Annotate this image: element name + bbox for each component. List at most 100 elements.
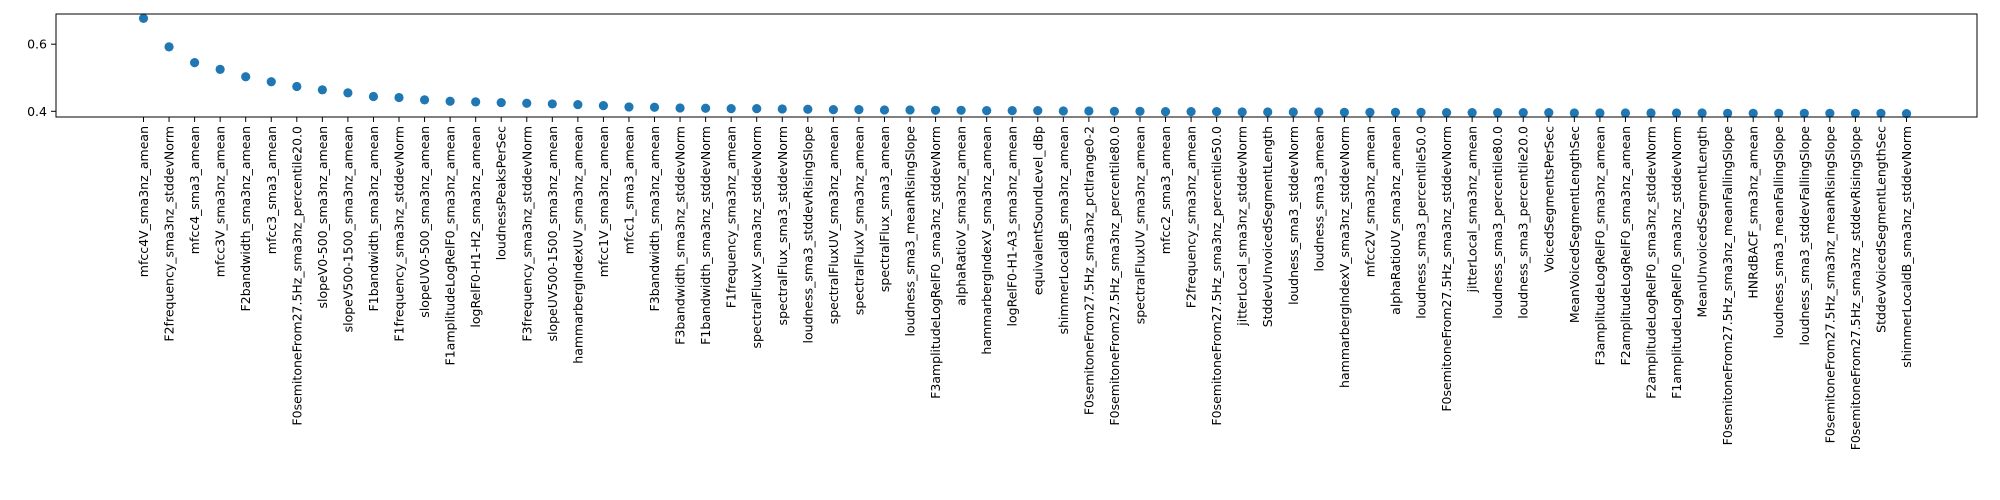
data-point <box>292 81 302 92</box>
x-tick-label: F0semitoneFrom27.5Hz_sma3nz_percentile20… <box>289 126 304 426</box>
x-tick-label: F0semitoneFrom27.5Hz_sma3nz_meanRisingSl… <box>1822 126 1837 444</box>
data-point <box>496 97 506 108</box>
data-point <box>1033 106 1043 116</box>
x-tick-label: VoicedSegmentsPerSec <box>1541 126 1556 273</box>
data-point <box>1569 108 1579 118</box>
data-point <box>1365 107 1375 117</box>
x-tick-label: shimmerLocaldB_sma3nz_stddevNorm <box>1899 126 1914 368</box>
data-point <box>1084 106 1094 116</box>
x-tick-label: F0semitoneFrom27.5Hz_sma3nz_pctlrange0-2 <box>1081 126 1096 415</box>
x-tick-label: mfcc1_sma3_amean <box>621 126 636 254</box>
data-point <box>624 102 634 112</box>
y-tick-label: 0.6 <box>27 37 47 52</box>
x-tick-label: MeanVoicedSegmentLengthSec <box>1567 126 1582 323</box>
data-point <box>1135 106 1145 116</box>
data-point <box>1646 108 1656 118</box>
data-point <box>930 105 941 115</box>
x-tick-label: mfcc2V_sma3nz_amean <box>1362 126 1377 277</box>
x-tick-label: F2frequency_sma3nz_amean <box>1184 126 1199 308</box>
x-tick-label: F1amplitudeLogRelF0_sma3nz_amean <box>443 126 458 365</box>
x-tick-label: F0semitoneFrom27.5Hz_sma3nz_stddevRising… <box>1848 126 1863 451</box>
x-tick-label: F2amplitudeLogRelF0_sma3nz_amean <box>1618 126 1633 365</box>
data-point <box>266 77 276 87</box>
data-point <box>164 42 174 52</box>
data-point <box>1620 108 1631 118</box>
data-point <box>1314 107 1324 117</box>
data-point <box>547 99 557 109</box>
x-tick-label: mfcc4V_sma3nz_amean <box>136 126 151 277</box>
data-point <box>1007 106 1017 116</box>
data-point <box>317 85 327 95</box>
x-tick-label: F1amplitudeLogRelF0_sma3nz_stddevNorm <box>1669 126 1684 399</box>
data-point <box>982 106 992 116</box>
data-point <box>138 13 149 23</box>
x-tick-label: mfcc2_sma3_amean <box>1158 126 1173 254</box>
x-tick-label: F3bandwidth_sma3nz_stddevNorm <box>673 126 688 345</box>
x-tick-label: loudness_sma3_stddevNorm <box>1286 126 1301 305</box>
x-tick-label: hammarbergIndexV_sma3nz_amean <box>979 126 994 355</box>
data-point <box>394 92 404 103</box>
x-tick-label: F0semitoneFrom27.5Hz_sma3nz_stddevNorm <box>1439 126 1454 412</box>
x-tick-label: jitterLocal_sma3nz_stddevNorm <box>1235 126 1250 327</box>
data-point <box>726 104 736 114</box>
x-tick-label: F2frequency_sma3nz_stddevNorm <box>162 126 177 342</box>
data-point <box>471 97 481 107</box>
data-point <box>879 105 890 115</box>
data-point <box>1774 108 1784 118</box>
x-tick-label: spectralFluxV_sma3nz_stddevNorm <box>749 126 764 348</box>
x-tick-label: loudnessPeaksPerSec <box>494 126 509 260</box>
x-tick-label: loudness_sma3_percentile80.0 <box>1490 126 1505 319</box>
data-point <box>649 102 660 112</box>
data-point <box>190 58 200 68</box>
data-point <box>215 64 225 74</box>
x-tick-label: loudness_sma3_stddevFallingSlope <box>1797 126 1812 346</box>
data-point <box>1416 107 1426 117</box>
data-point <box>1237 107 1247 117</box>
data-point <box>905 105 915 115</box>
data-point <box>701 103 711 113</box>
x-tick-label: F3amplitudeLogRelF0_sma3nz_stddevNorm <box>928 126 943 399</box>
data-point <box>1748 108 1758 118</box>
x-axis: mfcc4V_sma3nz_amean F2frequency_sma3nz_st… <box>136 117 1914 450</box>
x-tick-label: mfcc4_sma3_amean <box>187 126 202 254</box>
x-tick-label: loudness_sma3_percentile50.0 <box>1414 126 1429 319</box>
x-tick-label: hammarbergIndexUV_sma3nz_amean <box>570 126 585 364</box>
data-point <box>1544 108 1554 118</box>
x-tick-label: F0semitoneFrom27.5Hz_sma3nz_percentile80… <box>1107 126 1122 426</box>
data-point <box>1339 107 1349 117</box>
x-tick-label: MeanUnvoicedSegmentLength <box>1695 126 1710 318</box>
data-point <box>1263 107 1273 117</box>
data-point <box>1441 108 1452 118</box>
data-point <box>1288 107 1298 117</box>
x-tick-label: alphaRatioUV_sma3nz_amean <box>1388 126 1403 315</box>
x-tick-label: logRelF0-H1-H2_sma3nz_amean <box>468 126 483 328</box>
x-tick-label: F3frequency_sma3nz_stddevNorm <box>519 126 534 342</box>
x-tick-label: loudness_sma3_amean <box>1311 126 1326 272</box>
data-point <box>956 105 966 115</box>
x-tick-label: F1bandwidth_sma3nz_stddevNorm <box>698 126 713 345</box>
x-tick-label: F2bandwidth_sma3nz_amean <box>238 126 253 311</box>
data-point <box>675 103 685 113</box>
x-tick-label: equivalentSoundLevel_dBp <box>1030 126 1045 295</box>
data-point <box>241 72 251 82</box>
x-tick-label: mfcc3V_sma3nz_amean <box>213 126 228 277</box>
data-point <box>854 105 864 115</box>
x-tick-label: slopeV500-1500_sma3nz_amean <box>340 126 355 332</box>
data-point <box>752 104 762 114</box>
x-tick-label: spectralFluxV_sma3nz_amean <box>851 126 866 315</box>
data-point <box>1799 108 1809 118</box>
x-tick-label: F0semitoneFrom27.5Hz_sma3nz_percentile50… <box>1209 126 1224 426</box>
data-point <box>573 99 583 110</box>
x-tick-label: F0semitoneFrom27.5Hz_sma3nz_meanFallingS… <box>1720 126 1735 446</box>
x-tick-label: F1frequency_sma3nz_stddevNorm <box>392 126 407 342</box>
data-point <box>1212 107 1222 117</box>
data-point <box>1186 107 1196 117</box>
x-tick-label: loudness_sma3_stddevRisingSlope <box>800 126 815 344</box>
x-tick-label: spectralFluxUV_sma3nz_amean <box>826 126 841 324</box>
x-tick-label: F1bandwidth_sma3nz_amean <box>366 126 381 311</box>
x-tick-label: F3bandwidth_sma3nz_amean <box>647 126 662 311</box>
data-point <box>445 96 455 106</box>
data-point <box>1390 107 1401 117</box>
data-point <box>419 95 430 105</box>
